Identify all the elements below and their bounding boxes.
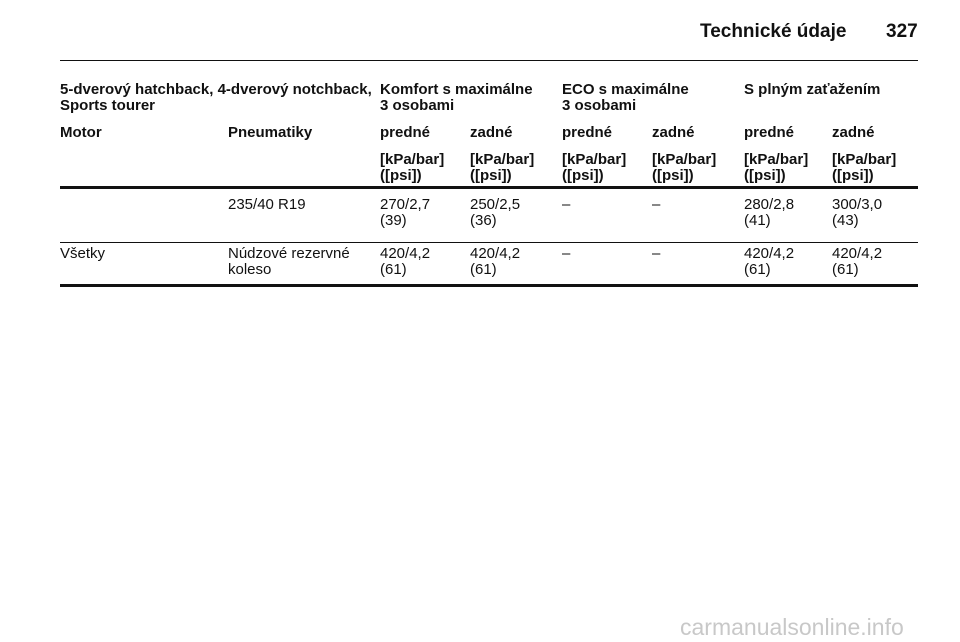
table-rule [60, 186, 918, 189]
table-cell: – [652, 196, 661, 213]
group-header: ECO s maximálne 3 osobami [562, 81, 689, 114]
row-rule [60, 242, 918, 243]
column-header: predné [562, 124, 613, 141]
page-title: Technické údaje [700, 21, 847, 42]
column-header: Pneumatiky [228, 124, 313, 141]
table-rule [60, 284, 918, 287]
unit-header: [kPa/bar] ([psi]) [652, 151, 717, 184]
group-header: Komfort s maximálne 3 osobami [380, 81, 533, 114]
column-header: Motor [60, 124, 102, 141]
unit-header: [kPa/bar] ([psi]) [562, 151, 627, 184]
table-cell: 280/2,8 (41) [744, 196, 795, 229]
column-header: zadné [832, 124, 875, 141]
table-cell: 300/3,0 (43) [832, 196, 883, 229]
column-header: zadné [652, 124, 695, 141]
group-header: S plným zaťažením [744, 81, 881, 98]
unit-header: [kPa/bar] ([psi]) [380, 151, 445, 184]
column-header: predné [380, 124, 431, 141]
table-cell: 420/4,2 (61) [744, 245, 795, 278]
column-header: predné [744, 124, 795, 141]
table-cell: 270/2,7 (39) [380, 196, 431, 229]
table-cell: Všetky [60, 245, 106, 262]
table-cell: 420/4,2 (61) [832, 245, 883, 278]
unit-header: [kPa/bar] ([psi]) [744, 151, 809, 184]
page-number: 327 [886, 21, 918, 42]
table-cell: 420/4,2 (61) [380, 245, 431, 278]
watermark: carmanualsonline.info [680, 614, 904, 640]
table-cell: – [562, 196, 571, 213]
table-cell: 420/4,2 (61) [470, 245, 521, 278]
table-cell: – [562, 245, 571, 262]
table-cell: Núdzové rezervné koleso [228, 245, 350, 278]
table-cell: 250/2,5 (36) [470, 196, 521, 229]
table-cell: – [652, 245, 661, 262]
column-header: zadné [470, 124, 513, 141]
unit-header: [kPa/bar] ([psi]) [470, 151, 535, 184]
unit-header: [kPa/bar] ([psi]) [832, 151, 897, 184]
group-header: 5-dverový hatchback, 4-dverový notchback… [60, 81, 372, 114]
header-rule [60, 60, 918, 61]
table-cell: 235/40 R19 [228, 196, 306, 213]
